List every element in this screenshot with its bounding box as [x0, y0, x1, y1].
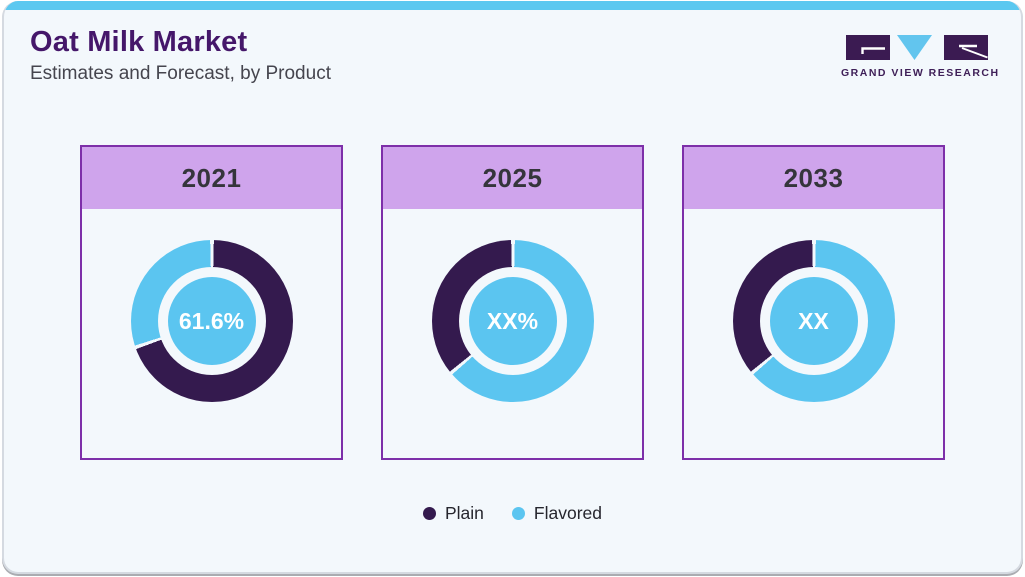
gvr-logo-icon — [846, 35, 988, 60]
gvr-logo-text: GRAND VIEW RESEARCH — [841, 67, 1000, 79]
legend-dot-plain — [422, 507, 436, 520]
year-label: 2025 — [482, 162, 543, 193]
chart-legend: Plain Flavored — [4, 503, 1021, 524]
year-card-2025: 2025 XX% — [381, 145, 644, 460]
donut-hole: XX% — [458, 267, 567, 375]
header: Oat Milk Market Estimates and Forecast, … — [4, 10, 1021, 85]
year-card-2021: 2021 61.6% — [80, 145, 343, 460]
donut-center-label: XX — [798, 307, 829, 334]
donut-chart-2025: XX% — [431, 240, 594, 402]
title-block: Oat Milk Market Estimates and Forecast, … — [30, 26, 331, 85]
legend-label-plain: Plain — [444, 503, 484, 523]
donut-hole: 61.6% — [157, 267, 266, 375]
donut-center-badge: 61.6% — [167, 277, 256, 365]
donut-cards-row: 2021 61.6% 2025 — [4, 145, 1021, 460]
legend-item-plain: Plain — [422, 503, 484, 524]
year-header-2025: 2025 — [383, 147, 642, 209]
donut-chart-2021: 61.6% — [130, 240, 293, 402]
page-title: Oat Milk Market — [30, 26, 248, 58]
page-subtitle: Estimates and Forecast, by Product — [30, 63, 331, 84]
donut-chart-2033: XX — [732, 240, 895, 402]
card-body: 61.6% — [82, 209, 341, 402]
legend-label-flavored: Flavored — [533, 503, 602, 523]
year-header-2033: 2033 — [684, 147, 943, 209]
donut-center-badge: XX — [769, 277, 858, 365]
top-accent-bar — [4, 1, 1021, 10]
donut-center-badge: XX% — [468, 277, 557, 365]
legend-dot-flavored — [511, 507, 525, 520]
year-card-2033: 2033 XX — [682, 145, 945, 460]
year-label: 2021 — [181, 162, 242, 193]
donut-center-label: XX% — [486, 307, 539, 334]
year-header-2021: 2021 — [82, 147, 341, 209]
card-body: XX — [684, 209, 943, 402]
gvr-logo: GRAND VIEW RESEARCH — [841, 35, 1000, 79]
donut-hole: XX — [759, 267, 868, 375]
donut-center-label: 61.6% — [178, 307, 245, 334]
card-body: XX% — [383, 209, 642, 402]
year-label: 2033 — [783, 162, 844, 193]
legend-item-flavored: Flavored — [511, 503, 602, 524]
